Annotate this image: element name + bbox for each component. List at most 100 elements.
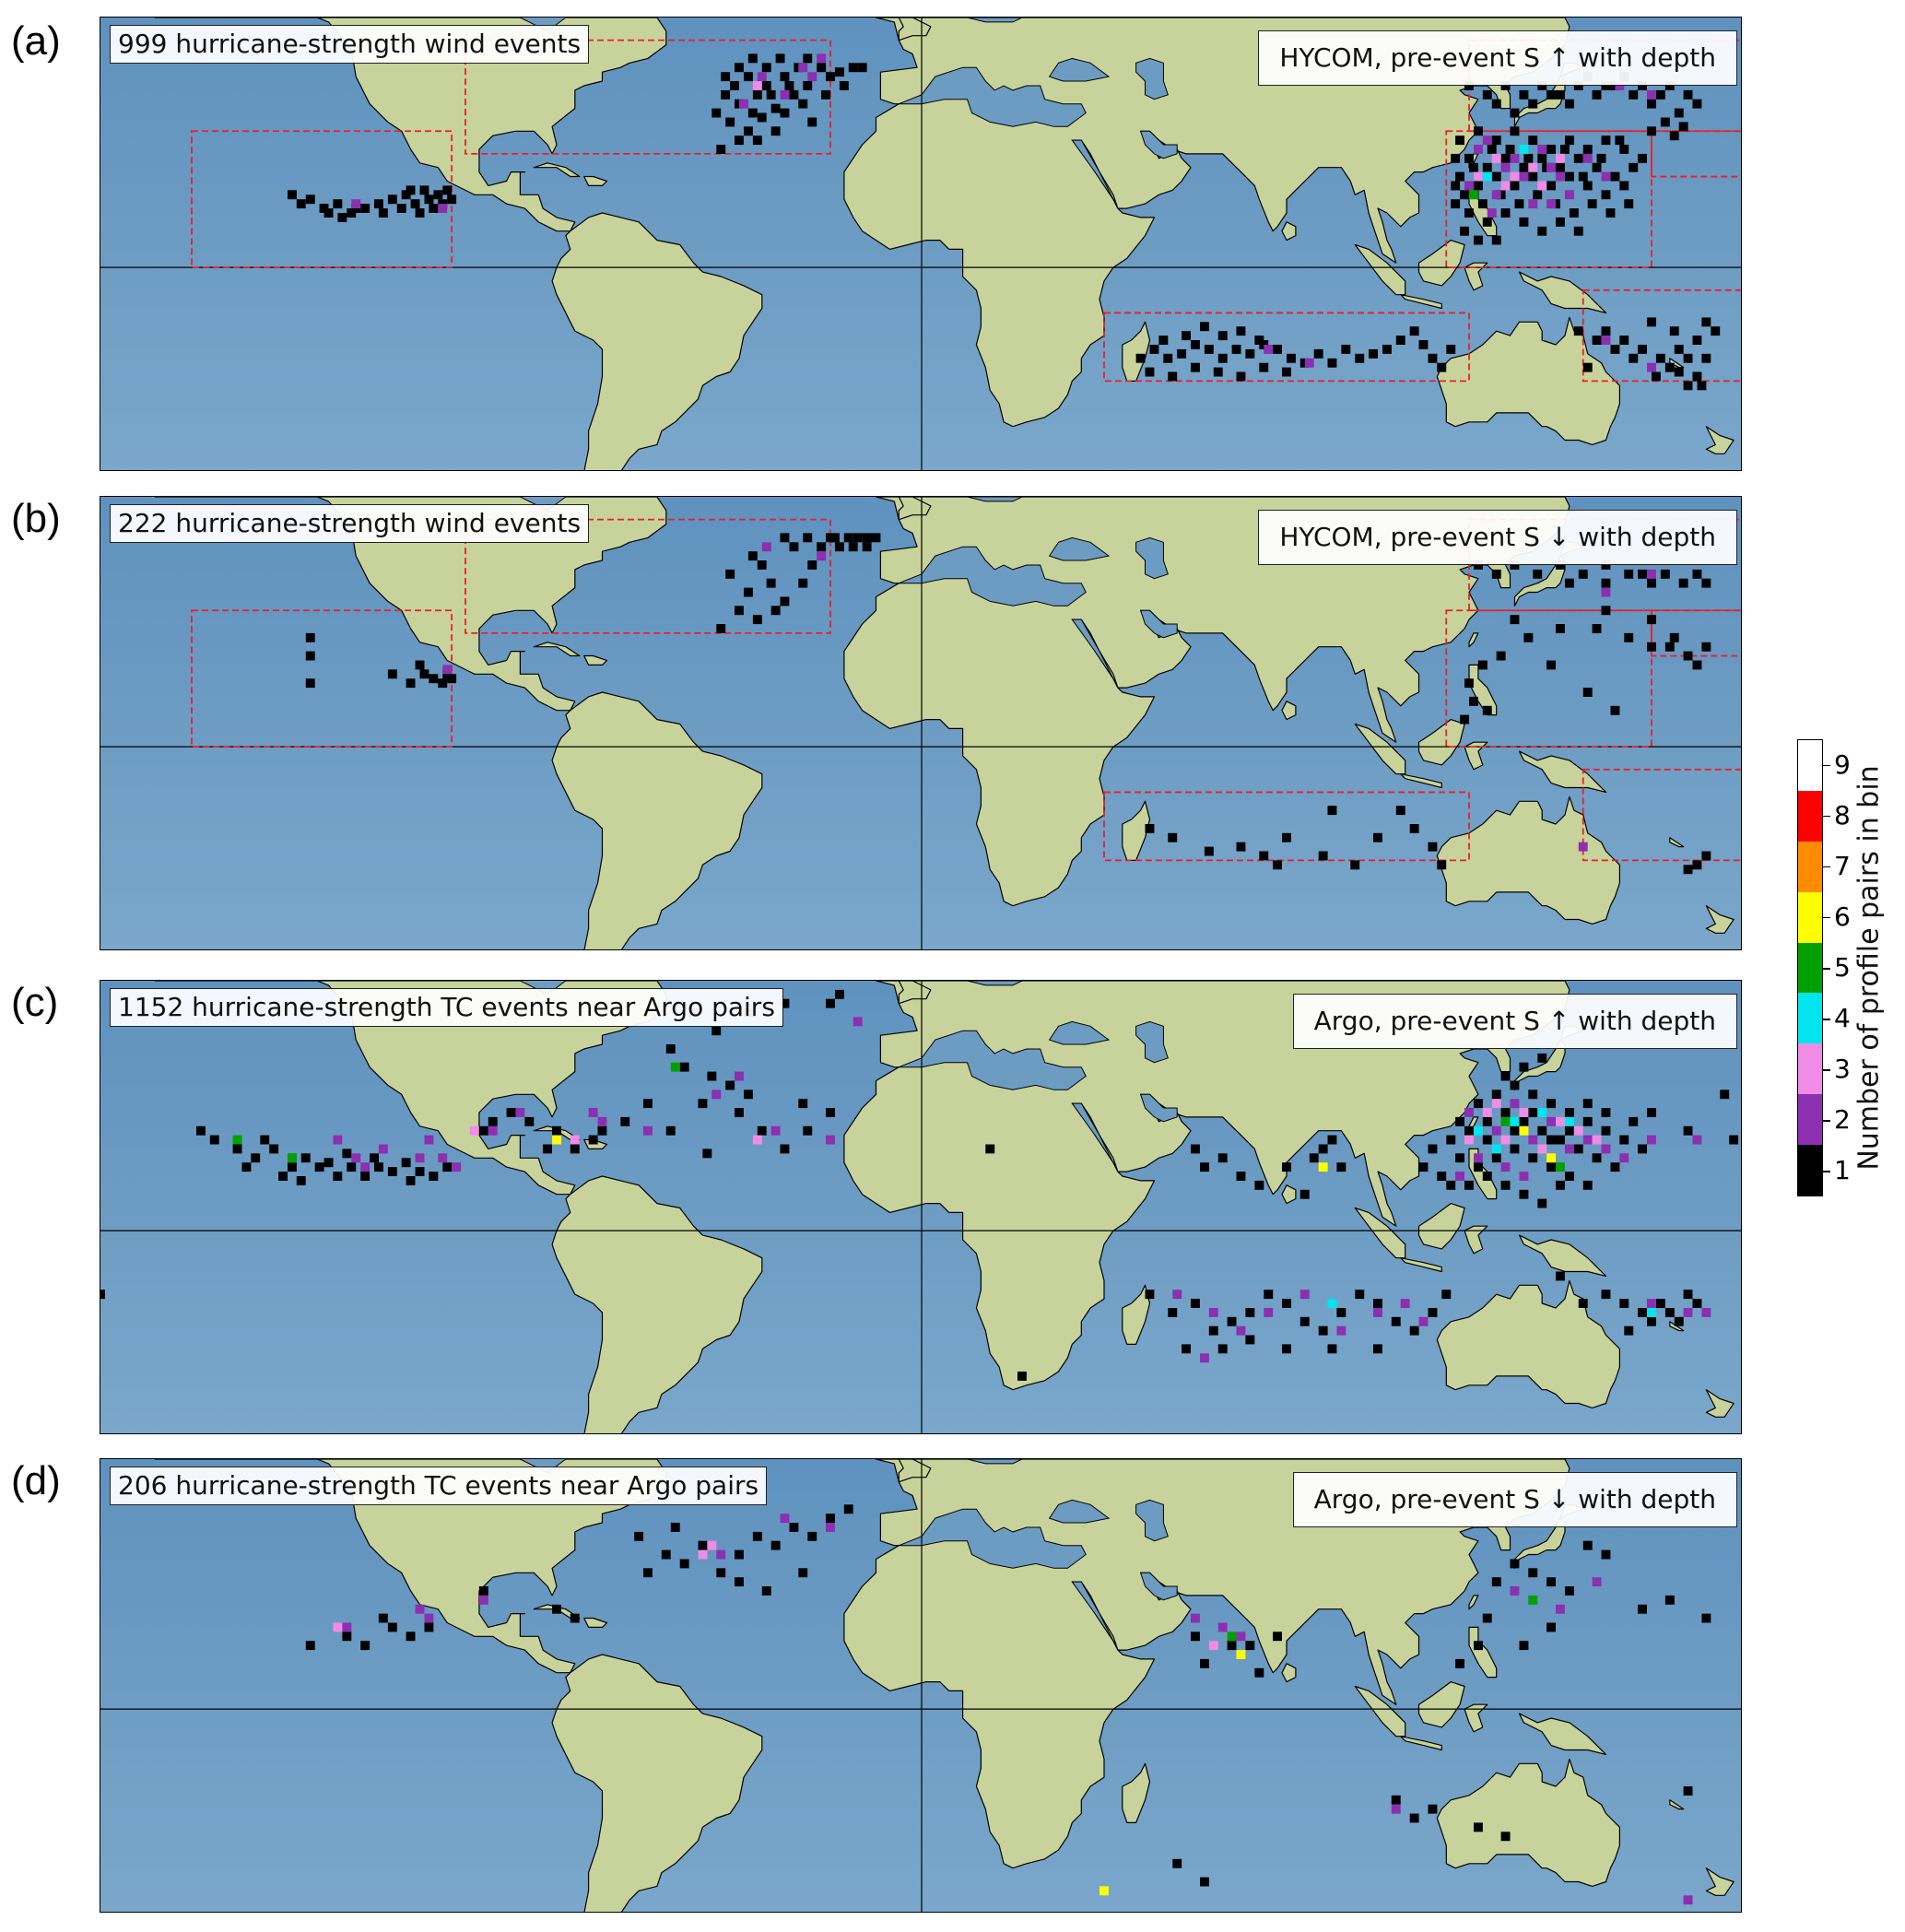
event-bin: [1158, 336, 1169, 345]
event-bin: [1400, 1299, 1410, 1308]
region-box: [1445, 609, 1652, 748]
event-bin: [744, 1090, 753, 1100]
event-bin: [296, 199, 306, 209]
event-bin: [1491, 190, 1501, 200]
event-bin: [1537, 1198, 1547, 1208]
event-bin: [1299, 1290, 1310, 1300]
event-bin: [506, 1108, 516, 1117]
event-bin: [643, 1099, 653, 1109]
event-bin: [1500, 1108, 1511, 1117]
event-bin: [478, 1125, 488, 1136]
event-bin: [1464, 1108, 1474, 1117]
event-bin: [1556, 171, 1565, 182]
colorbar-tick-label: 6: [1834, 901, 1851, 932]
event-bin: [570, 1144, 580, 1154]
event-bin: [1200, 1658, 1209, 1668]
event-bin: [1510, 1099, 1520, 1109]
colorbar-tick-mark: [1823, 866, 1830, 868]
event-bin: [588, 1135, 598, 1145]
event-bin: [1510, 153, 1520, 163]
event-bin: [1451, 153, 1461, 163]
colorbar-tick-label: 1: [1834, 1155, 1851, 1186]
panel-letter: (c): [11, 980, 59, 1025]
event-bin: [1254, 1667, 1264, 1678]
event-bin: [597, 1125, 607, 1136]
event-bin: [643, 1125, 653, 1136]
colorbar-segment: [1798, 1145, 1822, 1196]
event-bin: [406, 1176, 416, 1185]
event-bin: [1200, 1353, 1209, 1363]
event-bin: [744, 126, 753, 136]
event-bin: [1556, 217, 1565, 227]
event-bin: [665, 1125, 676, 1136]
event-bin: [985, 1144, 995, 1154]
colorbar-segment: [1798, 1094, 1822, 1146]
event-bin: [1236, 1650, 1246, 1659]
event-bin: [1565, 578, 1574, 588]
land-hispaniola: [583, 654, 608, 666]
event-bin: [1236, 326, 1246, 336]
event-bin: [1664, 1595, 1675, 1605]
event-bin: [1327, 806, 1337, 816]
event-bin: [780, 596, 790, 607]
event-bin: [447, 674, 457, 684]
event-bin: [1683, 381, 1693, 391]
event-bin: [1528, 99, 1538, 109]
event-bin: [1200, 322, 1209, 332]
event-bin: [1469, 162, 1478, 172]
event-bin: [1418, 340, 1429, 349]
event-bin: [1282, 832, 1291, 842]
event-bin: [1533, 190, 1543, 200]
event-bin: [1191, 1144, 1200, 1154]
land-new-caledonia: [1669, 837, 1685, 848]
event-bin: [429, 204, 439, 213]
event-bin: [1510, 108, 1520, 118]
land-north-america: [154, 981, 667, 1196]
event-bin: [1701, 851, 1711, 861]
event-bin: [1264, 1290, 1274, 1300]
land-sri-lanka: [1281, 701, 1297, 721]
land-sri-lanka: [1281, 1663, 1297, 1683]
event-bin: [1674, 367, 1684, 377]
event-bin: [1674, 345, 1684, 354]
event-bin: [1474, 1099, 1483, 1109]
event-bin: [1582, 1180, 1593, 1190]
land-south-america: [551, 212, 763, 470]
event-bin: [524, 1116, 535, 1126]
event-bin: [1701, 1308, 1711, 1317]
event-bin: [752, 81, 762, 90]
event-bin: [716, 624, 726, 633]
event-bin: [711, 1026, 722, 1036]
event-bin: [1382, 345, 1392, 354]
sea-persian-gulf: [1139, 1093, 1178, 1123]
event-bin: [735, 606, 744, 616]
land-great-britain: [898, 1459, 932, 1483]
event-bin: [1282, 1299, 1291, 1308]
event-bin: [447, 194, 457, 205]
land-sumatra: [1354, 1685, 1406, 1738]
event-bin: [1537, 1125, 1547, 1136]
event-bin: [1350, 860, 1360, 870]
sea-persian-gulf: [1139, 130, 1178, 159]
event-bin: [735, 1577, 744, 1587]
event-bin: [1692, 371, 1702, 382]
event-bin: [1647, 1316, 1656, 1326]
event-bin: [1573, 1144, 1583, 1154]
event-bin: [438, 1153, 448, 1163]
event-bin: [1482, 705, 1492, 715]
event-bin: [1537, 153, 1547, 163]
event-bin: [1674, 1316, 1684, 1326]
event-bin: [1482, 1108, 1492, 1117]
event-bin: [1099, 1886, 1109, 1896]
event-bin: [1711, 326, 1721, 336]
event-bin: [843, 1504, 853, 1514]
event-bin: [702, 1149, 712, 1159]
event-bin: [1428, 1308, 1438, 1317]
land-new-guinea: [1518, 1234, 1607, 1277]
event-bin: [780, 1144, 790, 1154]
event-bin: [1491, 1577, 1501, 1587]
event-bin: [1546, 1135, 1556, 1145]
event-bin: [780, 89, 790, 100]
event-bin: [853, 533, 863, 543]
event-bin: [1191, 362, 1200, 372]
